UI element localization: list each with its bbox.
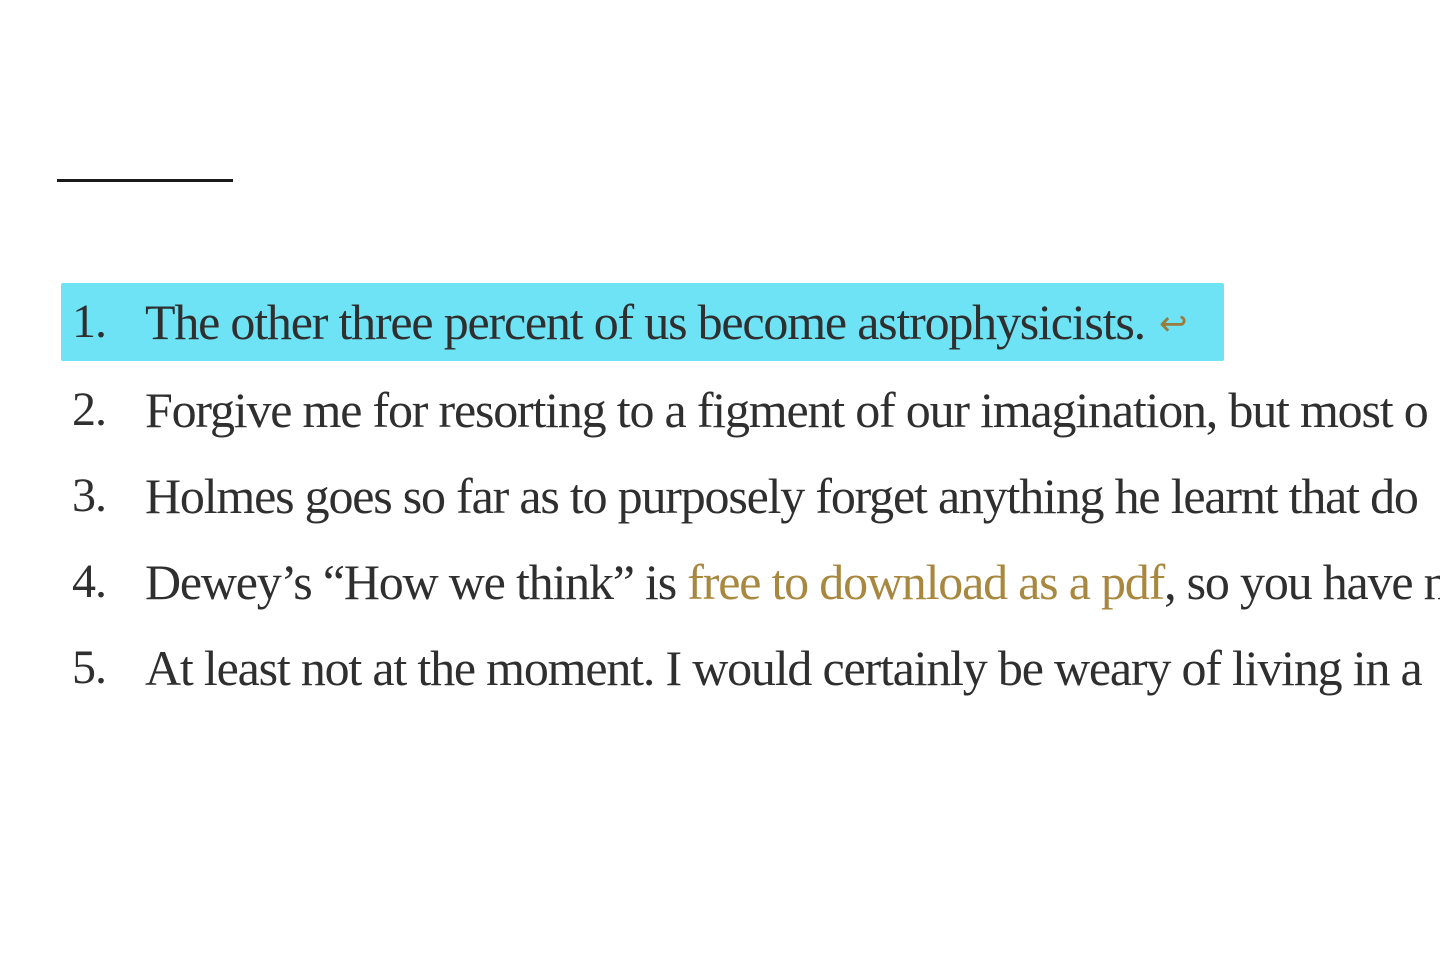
footnote-separator-rule (57, 179, 233, 182)
footnote-number: 1. (72, 295, 107, 348)
footnote-text: Forgive me for resorting to a figment of… (145, 382, 1429, 438)
footnote-text: Dewey’s “How we think” is free to downlo… (145, 553, 1440, 611)
footnote-number: 4. (72, 555, 107, 608)
footnote-item-1: 1. The other three percent of us become … (61, 283, 1224, 361)
footnote-item-3: 3. Holmes goes so far as to purposely fo… (61, 455, 1440, 541)
footnote-item-4: 4. Dewey’s “How we think” is free to dow… (61, 541, 1440, 627)
footnote-item-2: 2. Forgive me for resorting to a figment… (61, 369, 1440, 455)
footnote-item-5: 5. At least not at the moment. I would c… (61, 627, 1440, 713)
footnote-text: Holmes goes so far as to purposely forge… (145, 468, 1419, 524)
footnote-text-after-link: , so you have n (1164, 554, 1440, 610)
return-arrow-icon[interactable]: ↩ (1158, 304, 1188, 344)
footnote-text: The other three percent of us become ast… (145, 293, 1188, 353)
pdf-download-link[interactable]: free to download as a pdf (687, 554, 1165, 610)
footnote-number: 5. (72, 641, 107, 694)
footnote-text-before-link: Dewey’s “How we think” is (145, 554, 688, 610)
footnote-text-content: The other three percent of us become ast… (145, 294, 1146, 350)
footnote-number: 2. (72, 383, 107, 436)
footnote-number: 3. (72, 469, 107, 522)
footnote-list: 1. The other three percent of us become … (61, 283, 1440, 713)
footnote-text: At least not at the moment. I would cert… (145, 640, 1423, 696)
